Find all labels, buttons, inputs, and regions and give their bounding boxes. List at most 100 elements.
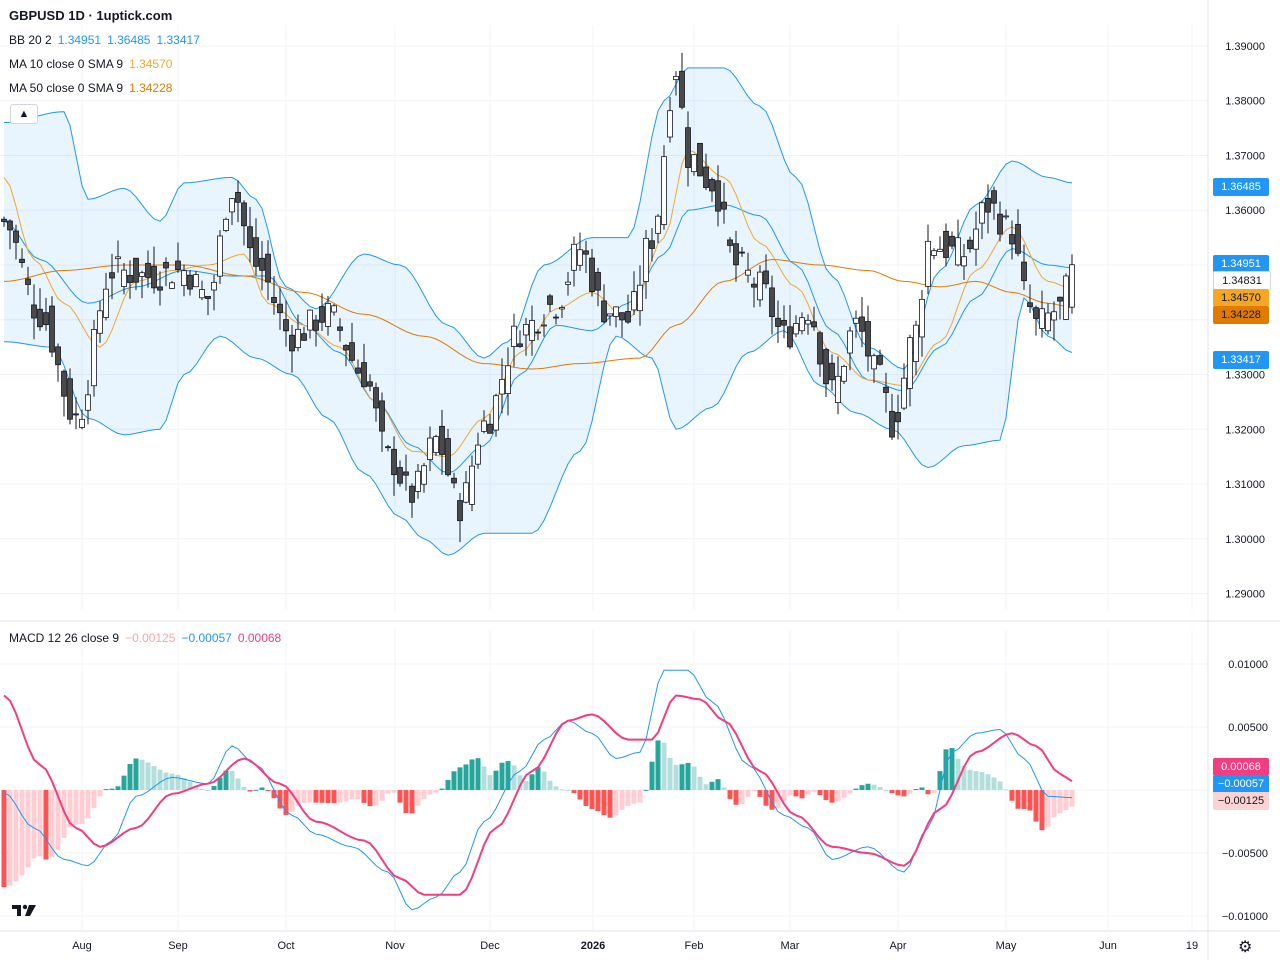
candle-down	[187, 274, 193, 290]
macd-bar	[235, 778, 241, 791]
candle-down	[445, 438, 451, 476]
candle-down	[787, 326, 793, 348]
macd-bar	[703, 784, 709, 791]
macd-bar	[733, 790, 739, 805]
candle-up	[631, 291, 637, 311]
macd-bar	[661, 742, 667, 791]
macd-bar	[1, 790, 7, 888]
macd-legend[interactable]: MACD 12 26 close 9 −0.00125 −0.00057 0.0…	[9, 631, 281, 645]
macd-bar	[583, 790, 589, 807]
candle-down	[271, 297, 277, 303]
candle-down	[883, 386, 889, 393]
candle-down	[133, 257, 139, 283]
candle-down	[595, 271, 601, 291]
ma10-price-tag: 1.34570	[1213, 289, 1269, 307]
candle-down	[403, 471, 409, 476]
candle-down	[277, 303, 283, 314]
macd-bar	[1057, 790, 1063, 814]
candle-down	[487, 423, 493, 434]
bb-legend[interactable]: BB 20 2 1.34951 1.36485 1.33417	[9, 33, 200, 47]
macd-bar	[895, 790, 901, 796]
candle-down	[127, 274, 133, 283]
macd-bar	[49, 790, 55, 858]
macd-bar	[625, 790, 631, 806]
candle-down	[67, 378, 73, 420]
candle-up	[193, 274, 199, 288]
macd-bar	[25, 790, 31, 868]
macd-tick-label: −0.00500	[1222, 848, 1268, 860]
macd-bar	[829, 790, 835, 803]
macd-bar	[421, 790, 427, 799]
candle-down	[781, 319, 787, 326]
candle-up	[97, 310, 103, 334]
macd-bar	[835, 790, 841, 802]
macd-bar	[787, 790, 793, 796]
macd-bar	[817, 790, 823, 796]
macd-bar	[1009, 790, 1015, 801]
candle-down	[877, 355, 883, 365]
macd-bar	[283, 790, 289, 816]
macd-bar	[355, 790, 361, 800]
candle-up	[325, 303, 331, 327]
macd-bar	[433, 790, 439, 793]
candle-up	[973, 228, 979, 250]
macd-bar	[865, 783, 871, 791]
candle-up	[223, 218, 229, 231]
bb-lower-value: 1.33417	[156, 33, 200, 47]
candle-down	[991, 190, 997, 204]
macd-bar	[883, 790, 889, 792]
gear-icon[interactable]: ⚙	[1238, 939, 1253, 956]
candle-up	[469, 465, 475, 505]
candle-up	[841, 365, 847, 382]
macd-bar	[487, 775, 493, 791]
candle-up	[637, 284, 643, 312]
candle-up	[523, 323, 529, 336]
macd-bar	[775, 790, 781, 809]
candle-down	[25, 278, 31, 285]
macd-bar	[127, 764, 133, 791]
macd-bar	[505, 761, 511, 791]
macd-bar	[199, 788, 205, 791]
macd-bar	[781, 790, 787, 802]
candle-up	[661, 156, 667, 225]
macd-bar	[55, 790, 61, 850]
candle-up	[91, 329, 97, 387]
candles	[1, 52, 1075, 543]
macd-bar	[379, 790, 385, 801]
candle-down	[457, 500, 463, 522]
candle-up	[481, 420, 487, 432]
macd-line-value: −0.00057	[181, 631, 232, 645]
candle-down	[943, 230, 949, 258]
macd-bar	[121, 775, 127, 791]
candle-up	[139, 272, 145, 277]
chevron-up-icon[interactable]: ▲	[10, 104, 38, 124]
candle-down	[859, 316, 865, 332]
macd-bar	[217, 777, 223, 791]
macd-bar	[277, 790, 283, 809]
macd-legend-label: MACD 12 26 close 9	[9, 631, 120, 645]
macd-bar	[985, 774, 991, 791]
macd-bar	[13, 790, 19, 882]
macd-bar	[565, 790, 571, 792]
macd-bar	[205, 790, 211, 792]
candle-down	[1, 218, 7, 222]
bb-area	[4, 67, 1072, 556]
ma10-legend[interactable]: MA 10 close 0 SMA 9 1.34570	[9, 57, 172, 71]
macd-bar	[229, 770, 235, 791]
candle-up	[529, 320, 535, 341]
tradingview-logo-icon[interactable]	[10, 900, 38, 920]
candle-down	[733, 243, 739, 266]
ma50-legend[interactable]: MA 50 close 0 SMA 9 1.34228	[9, 81, 172, 95]
macd-bar	[223, 770, 229, 791]
candle-down	[337, 326, 343, 331]
candle-down	[763, 270, 769, 285]
candle-up	[565, 281, 571, 285]
macd-bar	[79, 790, 85, 824]
candle-down	[709, 179, 715, 192]
candle-up	[1003, 215, 1009, 218]
macd-bar	[643, 789, 649, 791]
macd-bar	[169, 773, 175, 791]
signal-line	[3, 694, 1073, 896]
candle-up	[331, 305, 337, 313]
